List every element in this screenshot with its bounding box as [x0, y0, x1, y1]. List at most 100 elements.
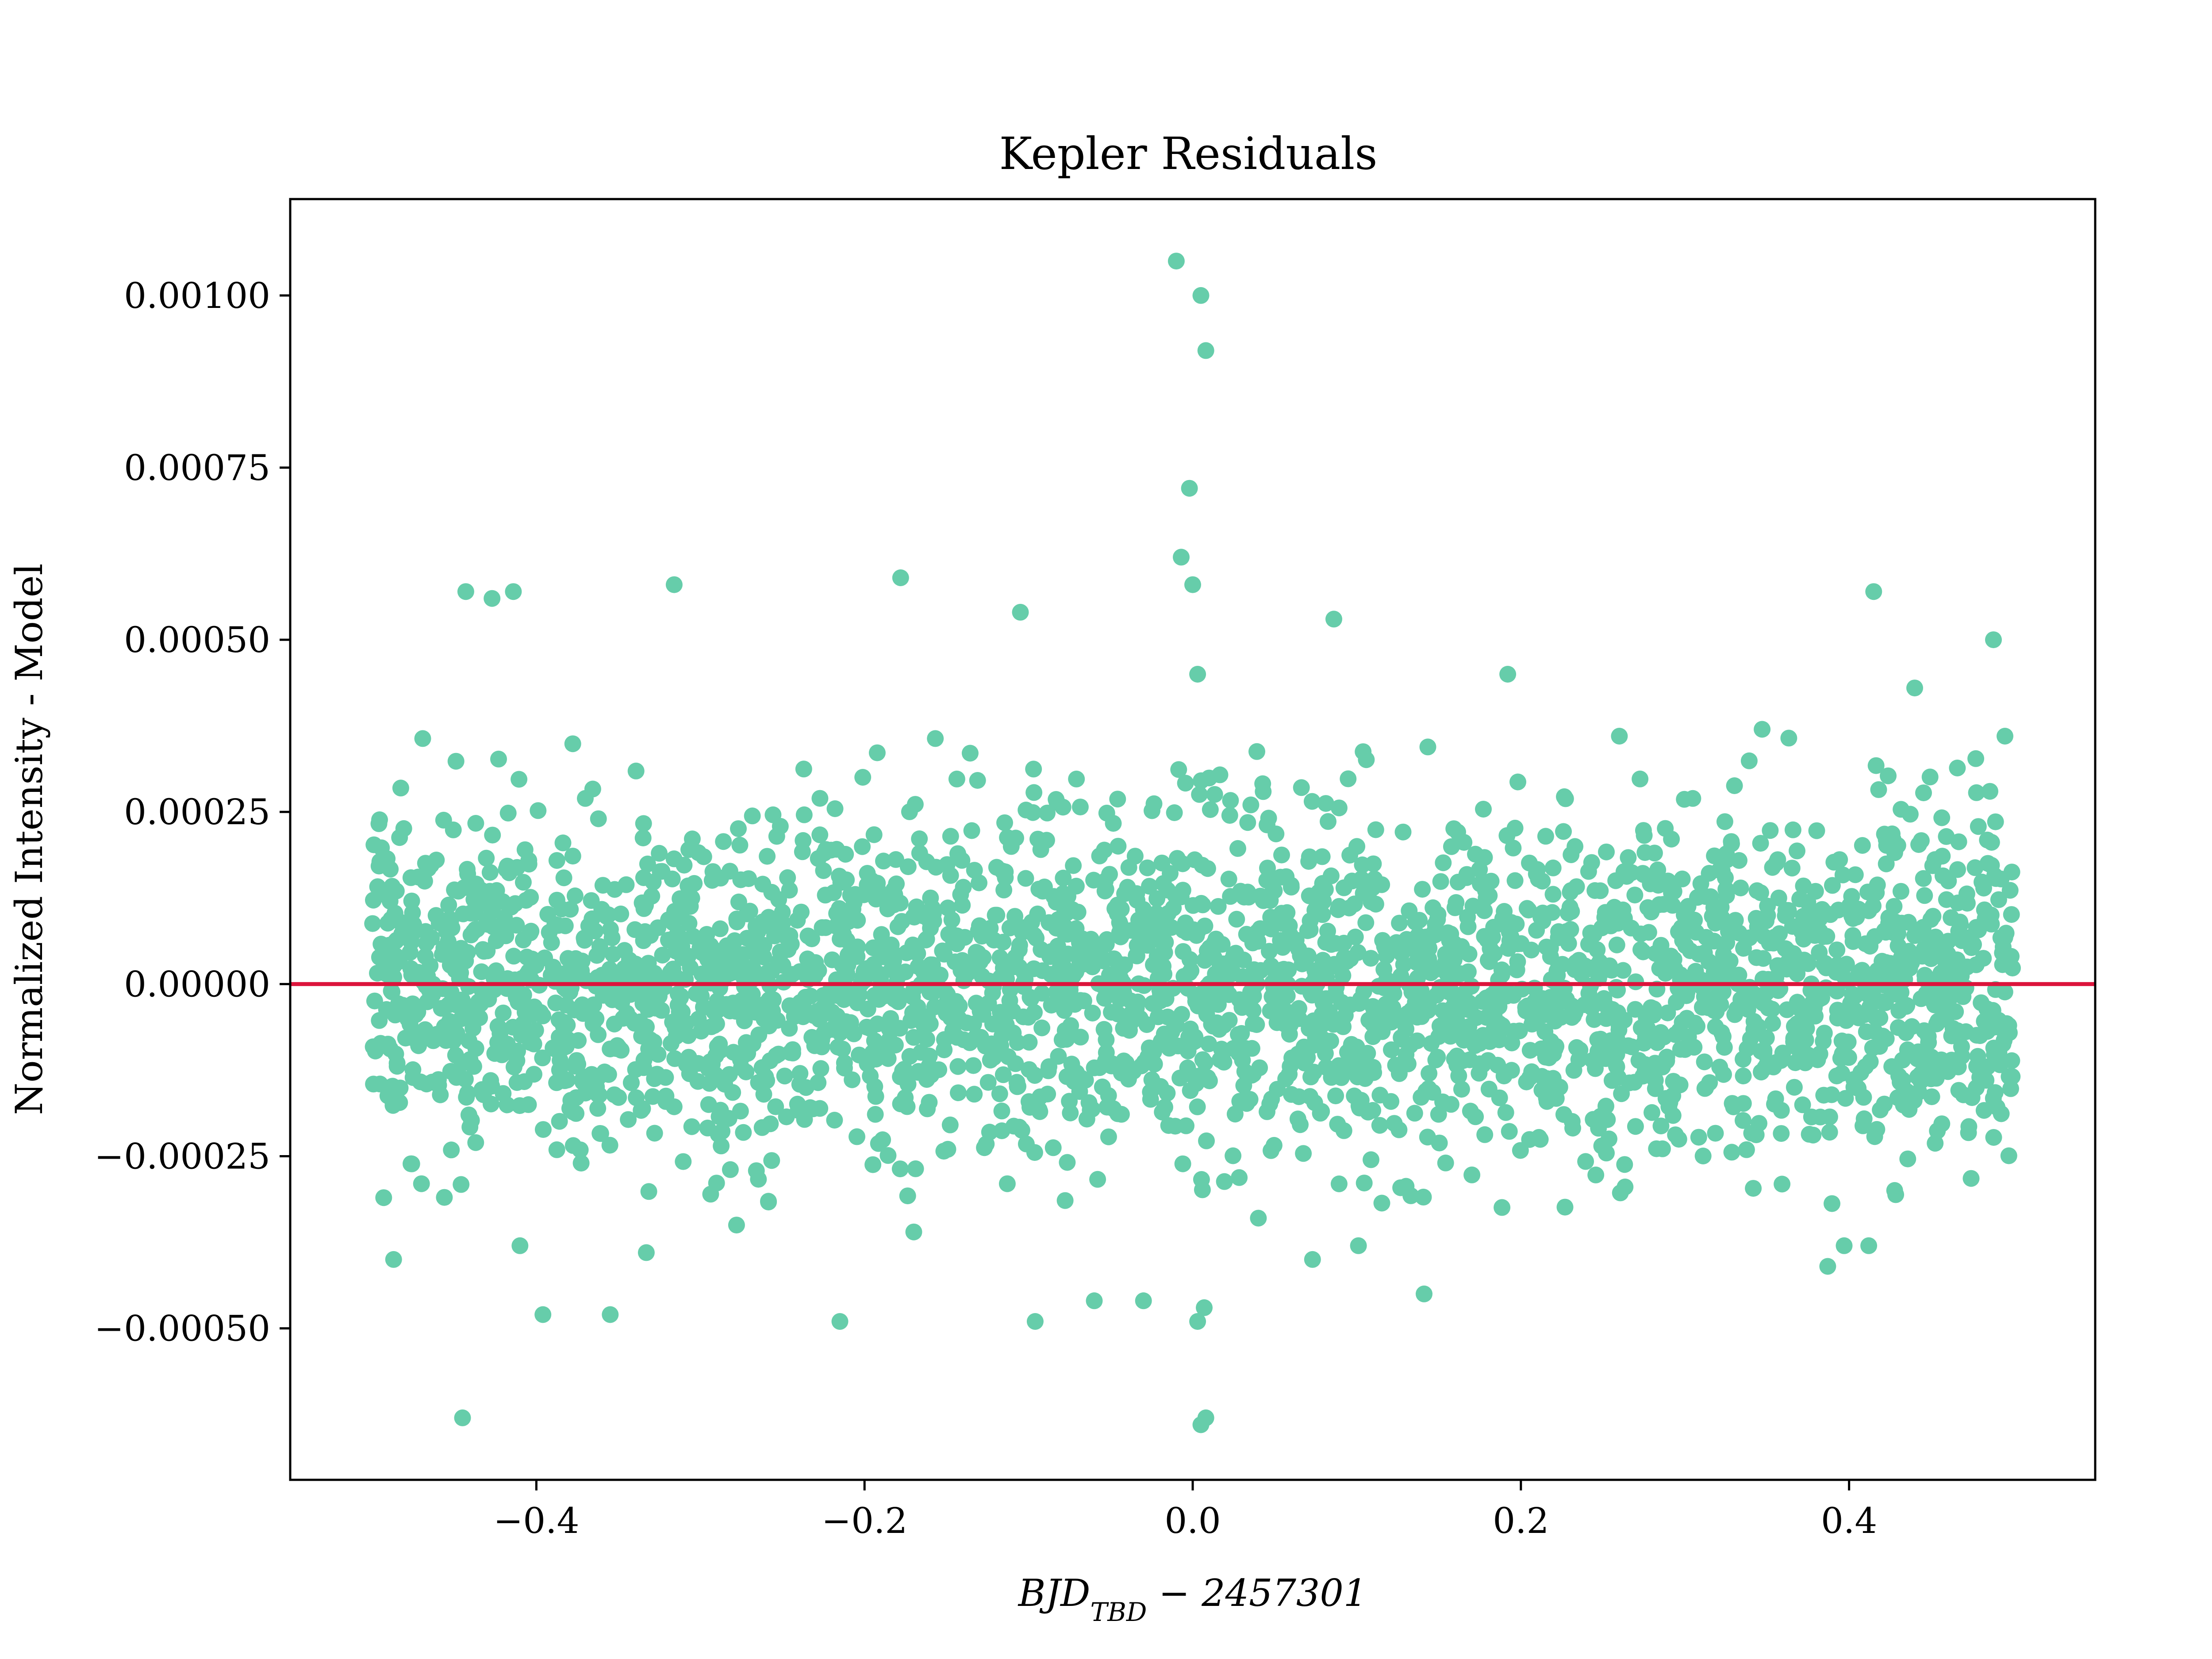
- data-point: [1223, 951, 1240, 968]
- data-point: [1347, 929, 1364, 945]
- data-point: [1294, 955, 1311, 972]
- data-point: [1795, 877, 1812, 895]
- data-point: [645, 873, 662, 891]
- data-point: [1795, 914, 1812, 931]
- data-point: [1040, 1062, 1057, 1079]
- data-point: [892, 1095, 909, 1113]
- data-point: [1248, 1016, 1265, 1033]
- data-point: [753, 1059, 771, 1076]
- data-point: [1409, 927, 1427, 944]
- data-point: [1748, 882, 1766, 899]
- data-point: [1139, 859, 1156, 876]
- data-point: [1304, 1251, 1321, 1268]
- data-point: [982, 1052, 999, 1069]
- data-point: [591, 938, 608, 955]
- data-point: [364, 915, 381, 932]
- data-point: [1153, 933, 1171, 951]
- data-point: [1142, 1091, 1159, 1108]
- data-point: [978, 1135, 995, 1152]
- data-point: [888, 875, 905, 892]
- y-tick-label: 0.00025: [124, 791, 270, 833]
- data-point: [1455, 1052, 1472, 1069]
- data-point: [639, 855, 656, 872]
- data-point: [1167, 253, 1185, 270]
- data-point: [1263, 920, 1280, 937]
- data-point: [992, 969, 1009, 986]
- data-point: [1221, 986, 1237, 1003]
- data-point: [1042, 966, 1060, 983]
- data-point: [644, 1088, 661, 1105]
- data-point: [557, 996, 575, 1014]
- data-point: [745, 961, 762, 978]
- data-point: [1674, 1014, 1691, 1031]
- data-point: [1626, 887, 1644, 904]
- data-point: [875, 853, 892, 870]
- data-point: [1192, 1416, 1210, 1433]
- data-point: [901, 803, 918, 820]
- data-point: [1367, 895, 1384, 913]
- data-point: [1292, 1116, 1309, 1133]
- data-point: [1373, 876, 1390, 893]
- data-point: [667, 1019, 684, 1036]
- data-point: [1940, 872, 1957, 890]
- data-point: [815, 862, 832, 879]
- data-point: [1222, 792, 1239, 809]
- data-point: [433, 1000, 450, 1017]
- data-point: [686, 875, 703, 892]
- data-point: [1455, 1032, 1472, 1049]
- data-point: [1968, 956, 1985, 973]
- data-point: [513, 1026, 530, 1044]
- data-point: [839, 946, 856, 964]
- data-point: [621, 952, 638, 969]
- data-point: [1815, 1087, 1832, 1104]
- data-point: [572, 1155, 590, 1172]
- data-point: [1741, 979, 1758, 996]
- data-point: [1353, 870, 1370, 887]
- data-point: [969, 772, 986, 789]
- data-point: [1421, 940, 1438, 957]
- data-point: [1505, 839, 1522, 856]
- data-point: [385, 1251, 402, 1268]
- data-point: [1201, 1072, 1218, 1090]
- data-point: [548, 852, 565, 869]
- data-point: [1808, 822, 1825, 839]
- data-point: [1173, 549, 1190, 566]
- data-point: [872, 941, 889, 958]
- data-point: [1726, 777, 1743, 794]
- data-point: [1991, 1056, 2008, 1073]
- data-point: [1933, 1115, 1951, 1133]
- data-point: [1644, 1104, 1660, 1121]
- data-point: [613, 1041, 630, 1059]
- data-point: [1885, 831, 1902, 849]
- data-point: [1901, 960, 1918, 977]
- data-point: [1860, 1237, 1878, 1254]
- data-point: [1598, 1010, 1615, 1027]
- data-point: [640, 955, 657, 972]
- data-point: [711, 920, 729, 937]
- data-point: [488, 882, 505, 899]
- data-point: [1552, 1009, 1570, 1026]
- data-point: [1242, 796, 1260, 814]
- data-point: [1064, 967, 1082, 984]
- data-point: [1915, 870, 1932, 887]
- data-point: [1247, 964, 1264, 982]
- data-point: [1718, 887, 1735, 904]
- data-point: [1723, 1144, 1740, 1161]
- data-point: [549, 917, 567, 934]
- data-point: [1916, 967, 1933, 984]
- data-point: [382, 911, 399, 928]
- data-point: [835, 926, 852, 943]
- data-point: [1874, 952, 1891, 970]
- data-point: [1505, 1023, 1522, 1040]
- data-point: [495, 1004, 512, 1022]
- data-point: [559, 950, 576, 967]
- data-point: [731, 837, 749, 854]
- data-point: [1689, 889, 1706, 906]
- data-point: [1997, 728, 2013, 745]
- data-point: [995, 881, 1013, 899]
- data-point: [1159, 1084, 1176, 1102]
- data-point: [973, 928, 991, 945]
- data-point: [921, 1094, 938, 1111]
- data-point: [365, 1038, 382, 1056]
- data-point: [1181, 964, 1198, 981]
